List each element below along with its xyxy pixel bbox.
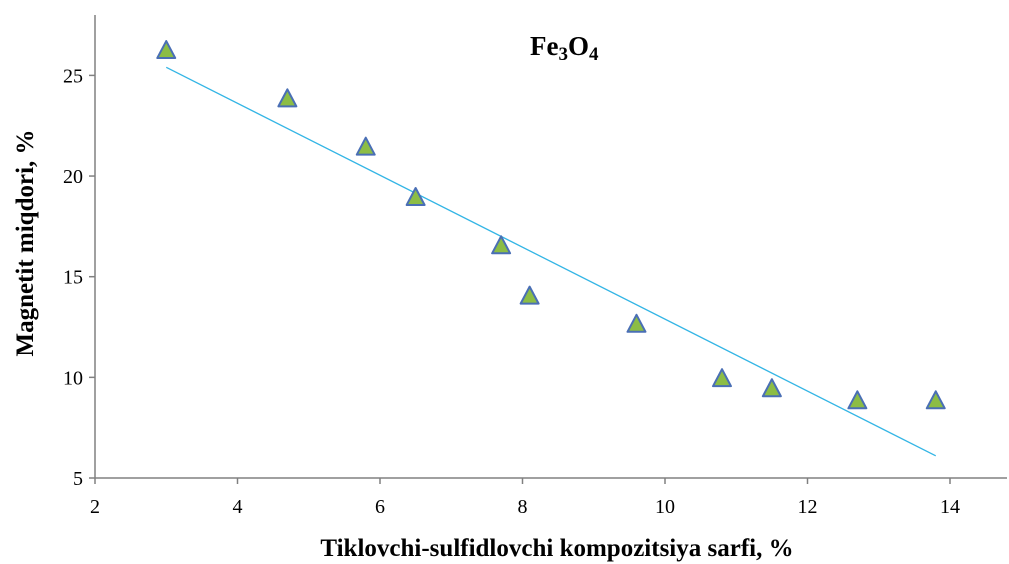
x-axis-title: Tiklovchi-sulfidlovchi kompozitsiya sarf… (320, 535, 793, 562)
x-tick-label: 12 (798, 496, 818, 518)
data-point (277, 88, 298, 108)
y-tick-label: 20 (63, 166, 83, 188)
x-tick-label: 6 (375, 496, 385, 518)
tick-labels: 5 10 15 20 25 2 4 6 8 10 12 14 (63, 65, 960, 518)
x-tick-label: 8 (518, 496, 528, 518)
data-point (491, 235, 512, 255)
data-points (156, 40, 946, 410)
x-tick-label: 4 (233, 496, 243, 518)
y-tick-label: 15 (63, 267, 83, 289)
chart-title: Fe3O4 (530, 31, 599, 65)
x-tick-label: 2 (90, 496, 100, 518)
axes (94, 15, 1007, 479)
data-point (405, 186, 426, 206)
y-tick-label: 5 (73, 468, 83, 490)
x-tick-label: 10 (655, 496, 675, 518)
data-point (712, 368, 732, 388)
data-point (847, 390, 868, 410)
trendline (165, 66, 937, 457)
data-point (355, 136, 376, 156)
y-axis-title: Magnetit miqdori, % (12, 129, 39, 356)
data-point (156, 40, 177, 60)
x-tick-label: 14 (940, 496, 960, 518)
data-point (519, 285, 540, 305)
ticks (89, 74, 951, 484)
data-point (761, 378, 782, 398)
y-tick-label: 10 (63, 367, 83, 389)
data-point (626, 313, 647, 333)
data-point (925, 390, 946, 410)
y-tick-label: 25 (63, 65, 83, 87)
